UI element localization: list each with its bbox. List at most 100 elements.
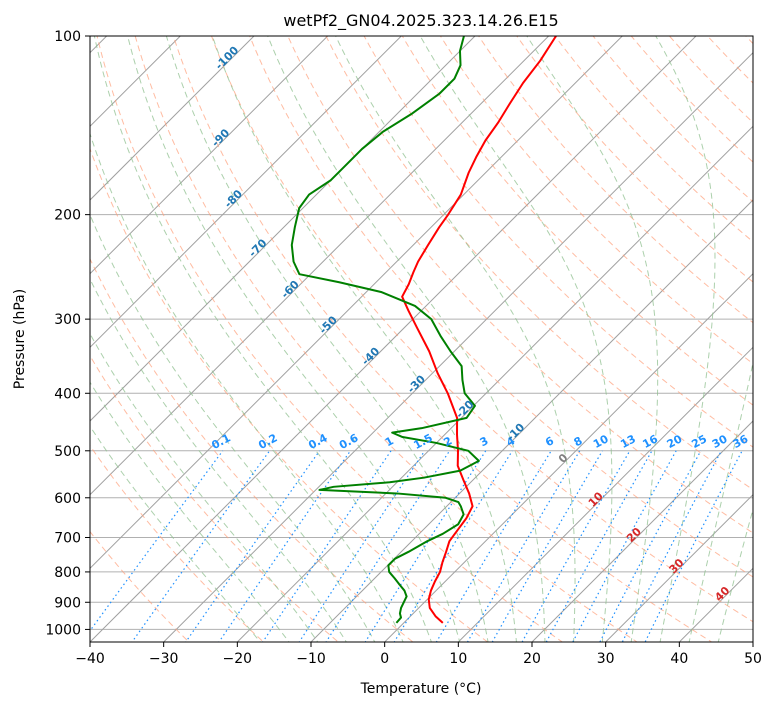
mixing-ratio-line [644,450,743,642]
isotherm-label: 30 [667,556,687,576]
mixing-ratio-label: 10 [591,432,611,451]
x-tick-label: 50 [744,651,762,667]
y-axis-title: Pressure (hPa) [12,289,28,389]
dry-adiabat [210,36,753,623]
y-tick-label: 800 [54,565,81,581]
isotherm-label: 40 [712,584,732,604]
temperature-trace [401,36,557,624]
mixing-ratio-label: 36 [731,432,751,451]
dry-adiabat [703,0,775,654]
x-tick-label: 40 [670,651,688,667]
mixing-ratio-label: 1.5 [411,431,434,452]
skewed-isotherm [604,493,753,642]
x-tick-label: −10 [296,651,326,667]
skewed-isotherm [310,199,753,642]
mixing-ratio-label: 20 [665,432,685,451]
isotherm-label: -40 [359,345,382,368]
dry-adiabat [90,530,190,642]
y-tick-label: 900 [54,595,81,611]
y-tick-label: 100 [54,29,81,45]
mixing-ratio-line [325,450,451,642]
axes-frame [89,35,754,643]
mixing-ratio-label: 1 [383,434,396,449]
mixing-ratio-line [185,450,321,642]
isotherm-label: -30 [405,372,428,395]
y-tick-label: 600 [54,491,81,507]
skewed-isotherm [236,125,753,642]
mixing-ratio-label: 3 [478,434,491,449]
dry-adiabat [134,36,638,642]
dry-adiabat [90,444,265,642]
mixing-ratio-label: 6 [543,434,556,449]
dry-adiabat [96,36,564,642]
x-tick-label: 10 [449,651,467,667]
isotherm-label: -90 [209,126,232,149]
chart-title: wetPf2_GN04.2025.323.14.26.E15 [283,11,558,31]
mixing-ratio-line [599,450,702,642]
mixing-ratio-line [262,450,392,642]
moist-adiabat [90,213,376,642]
isotherm-label: 10 [586,489,606,509]
skewed-isotherm [383,272,753,642]
mixing-ratio-line [131,450,271,642]
mixing-ratio-line [521,450,631,642]
plot-area [90,0,775,654]
skewed-isotherm [90,36,550,496]
dry-adiabat [630,36,753,163]
skewed-isotherm [90,36,108,54]
dry-adiabat [706,36,753,84]
moist-adiabat [127,36,461,642]
mixing-ratio-line [466,450,581,642]
x-tick-label: −20 [223,651,253,667]
moist-adiabat [93,36,432,642]
mixing-ratio-line [218,450,351,642]
y-axis: 100 200 300 400 500 600 700 800 900 1000 [45,29,90,638]
x-tick-label: 20 [523,651,541,667]
moist-adiabat [655,36,716,642]
y-tick-label: 500 [54,444,81,460]
moist-adiabat [211,36,517,642]
isotherm-label: -70 [246,236,269,259]
dry-adiabat [363,36,753,448]
x-tick-label: −30 [149,651,179,667]
moist-adiabat [90,381,290,642]
moist-adiabat [717,507,753,642]
moist-adiabat [90,278,347,642]
mixing-ratio-label: 25 [689,432,709,451]
mixing-ratio-line [435,450,552,642]
dewpoint-trace [290,36,480,624]
isotherm-label: -100 [213,44,242,73]
skewed-isotherm [457,346,753,642]
moist-adiabat [165,36,489,642]
x-axis-title: Temperature (°C) [360,681,482,697]
mixing-ratio-label: 0.1 [209,431,232,452]
x-tick-label: 30 [597,651,615,667]
mixing-ratio-line [545,450,653,642]
mixing-ratio-line [572,450,677,642]
dry-adiabat [736,0,775,654]
mixing-ratio-label: 8 [572,434,585,449]
dry-adiabat [90,257,414,642]
mixing-ratio-label: 13 [618,432,638,451]
skewed-isotherm [752,641,753,642]
dry-adiabat [90,354,339,642]
isotherm-label: -50 [317,313,340,336]
skewed-isotherm [90,36,476,422]
skewed-isotherm [162,51,753,642]
skewed-isotherm [90,36,697,642]
mixing-ratio-line [298,450,426,642]
y-tick-label: 1000 [45,622,81,638]
mixing-ratio-label: 16 [640,432,660,451]
x-tick-label: −40 [75,651,105,667]
moist-adiabat [90,332,319,642]
moist-adiabat [688,360,753,642]
dry-adiabat [90,147,489,642]
moist-adiabat [90,425,261,642]
skewed-isotherm [531,420,753,642]
dry-adiabat [287,36,753,534]
dry-adiabat [769,0,775,654]
dry-adiabat [668,36,753,124]
mixing-ratio-line [491,450,603,642]
isotherm-label: 20 [624,525,644,545]
